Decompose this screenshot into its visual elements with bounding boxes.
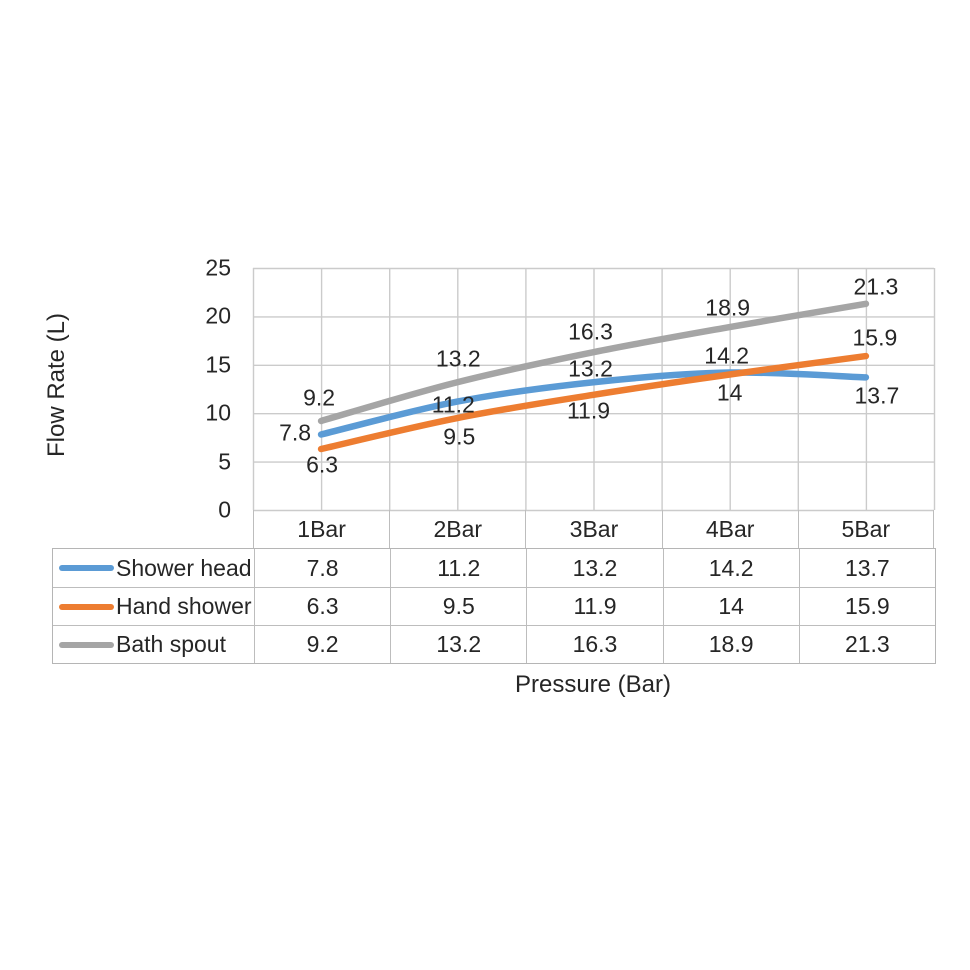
legend-line-swatch [59,641,114,648]
value-cell: 6.3 [254,588,390,625]
data-label: 6.3 [306,451,339,478]
value-cell: 15.9 [798,588,935,625]
data-label: 11.2 [431,391,475,418]
data-label: 16.3 [568,318,613,345]
table-row: Hand shower 6.3 9.5 11.9 14 15.9 [53,587,935,625]
x-category-label: 3Bar [525,510,661,548]
value-cell: 11.2 [390,549,526,587]
y-tick-label: 5 [218,448,231,475]
legend-cell: Shower head [53,549,254,587]
value-cell: 9.2 [254,626,390,663]
data-label: 13.2 [568,355,613,382]
value-cell: 14.2 [662,549,799,587]
data-label: 13.7 [854,382,900,409]
value-cell: 13.2 [390,626,526,663]
x-category-label: 5Bar [797,510,934,548]
data-label: 9.5 [443,423,476,450]
legend-series-name: Bath spout [116,631,226,657]
y-axis-title: Flow Rate (L) [43,312,70,458]
data-label: 13.2 [435,345,481,372]
legend-line-swatch [59,565,114,571]
value-cell: 14 [662,588,799,625]
legend-cell: Hand shower [53,588,254,625]
x-category-label: 1Bar [253,510,389,548]
value-cell: 18.9 [662,626,799,663]
y-tick-label: 20 [205,302,231,329]
value-cell: 13.7 [798,549,935,587]
table-row: Bath spout 9.2 13.2 16.3 18.9 21.3 [53,625,935,663]
table-row: Shower head 7.8 11.2 13.2 14.2 13.7 [53,549,935,587]
data-label: 7.8 [279,419,312,446]
data-label: 14 [716,379,743,406]
data-label: 21.3 [853,273,899,300]
value-cell: 16.3 [526,626,662,663]
series-line-bath-spout [317,300,870,425]
value-cell: 11.9 [526,588,662,625]
x-axis-category-row: 1Bar 2Bar 3Bar 4Bar 5Bar [253,510,934,548]
value-cell: 9.5 [390,588,526,625]
legend-cell: Bath spout [53,626,254,663]
x-axis-title: Pressure (Bar) [514,671,672,698]
data-label: 9.2 [303,384,336,411]
series-line-hand-shower [317,352,870,453]
data-label: 15.9 [852,324,898,351]
value-cell: 7.8 [254,549,390,587]
legend-series-name: Hand shower [116,593,252,619]
data-label: 18.9 [705,294,751,321]
data-table: Shower head 7.8 11.2 13.2 14.2 13.7 Hand showe… [52,548,936,664]
legend-line-swatch [59,603,114,610]
value-cell: 21.3 [798,626,935,663]
value-cell: 13.2 [526,549,662,587]
y-tick-label: 15 [205,351,231,378]
y-tick-label: 10 [205,399,231,426]
y-tick-label: 25 [205,254,231,281]
data-label: 14.2 [704,342,750,369]
series-line-shower-head [317,369,870,438]
y-tick-label: 0 [218,496,231,523]
legend-series-name: Shower head [116,554,252,581]
x-category-label: 4Bar [661,510,798,548]
x-category-label: 2Bar [389,510,525,548]
data-label: 11.9 [566,397,611,424]
